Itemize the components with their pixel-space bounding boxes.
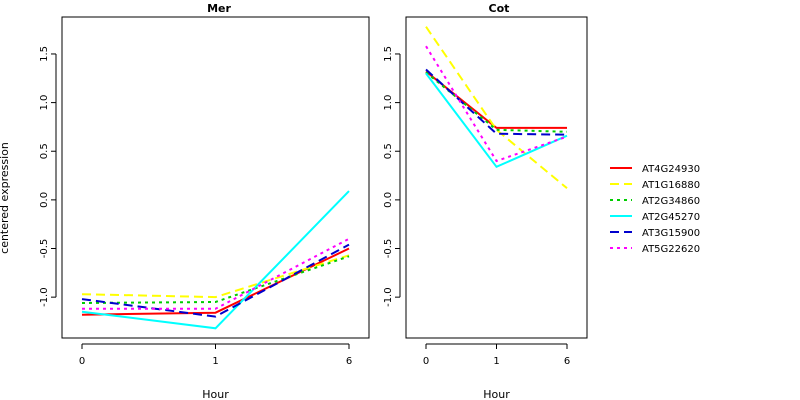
series-line-at1g16880 [425,26,568,189]
x-axis-label: Hour [483,388,510,400]
x-tick-label: 1 [493,356,499,367]
y-tick-label: -1.0 [383,287,394,307]
legend-entry: AT2G34860 [642,196,700,207]
series-line-at4g24930 [81,247,350,316]
y-tick-label: -1.0 [39,287,50,307]
panel-title: Cot [489,2,510,15]
series-line-at5g22620 [425,45,568,163]
y-tick-label: 1.0 [383,95,394,111]
legend: AT4G24930 AT1G16880 AT2G34860 AT2G45270 AT3G… [610,164,700,255]
legend-entry: AT2G45270 [642,212,700,223]
legend-entry: AT5G22620 [642,244,700,255]
series-line-at5g22620 [82,237,350,310]
legend-entry: AT3G15900 [642,228,700,239]
y-tick-label: 0.0 [383,192,394,208]
plot-frame [61,16,370,339]
x-axis-label: Hour [202,388,229,400]
y-tick-label: 1.0 [39,95,50,111]
series-line-at4g24930 [425,70,567,129]
x-tick-label: 1 [212,356,218,367]
legend-entry: AT4G24930 [642,164,700,175]
series-line-at2g45270 [81,190,350,330]
plot-frame [405,16,588,339]
x-tick-label: 0 [79,356,85,367]
legend-entry: AT1G16880 [642,180,700,191]
y-tick-label: 0.5 [383,143,394,159]
y-tick-label: 1.5 [39,46,50,62]
y-tick-label: 0.5 [39,143,50,159]
series-line-at2g45270 [425,72,568,169]
y-tick-label: -0.5 [39,239,50,259]
panel-mer: Mer 0 1 6 Hour -1.0 -0.5 0.0 0.5 1.0 1.5 [39,2,370,400]
panel-cot: Cot 0 1 6 Hour -1.0 -0.5 0.0 0.5 1.0 1.5 [383,2,588,400]
y-axis-label: centered expression [0,142,11,254]
y-tick-label: 0.0 [39,192,50,208]
x-tick-label: 6 [564,356,570,367]
x-tick-label: 6 [346,356,352,367]
series-line-at2g34860 [81,255,350,304]
series-line-at1g16880 [81,254,350,299]
x-tick-label: 0 [423,356,429,367]
series-line-at3g15900 [81,243,350,318]
panel-title: Mer [207,2,231,15]
panels-layer: Mer 0 1 6 Hour -1.0 -0.5 0.0 0.5 1.0 1.5 Cot 0 1 6 Hour… [39,2,588,400]
y-tick-label: 1.5 [383,46,394,62]
y-tick-label: -0.5 [383,239,394,259]
series-line-at3g15900 [425,68,568,136]
